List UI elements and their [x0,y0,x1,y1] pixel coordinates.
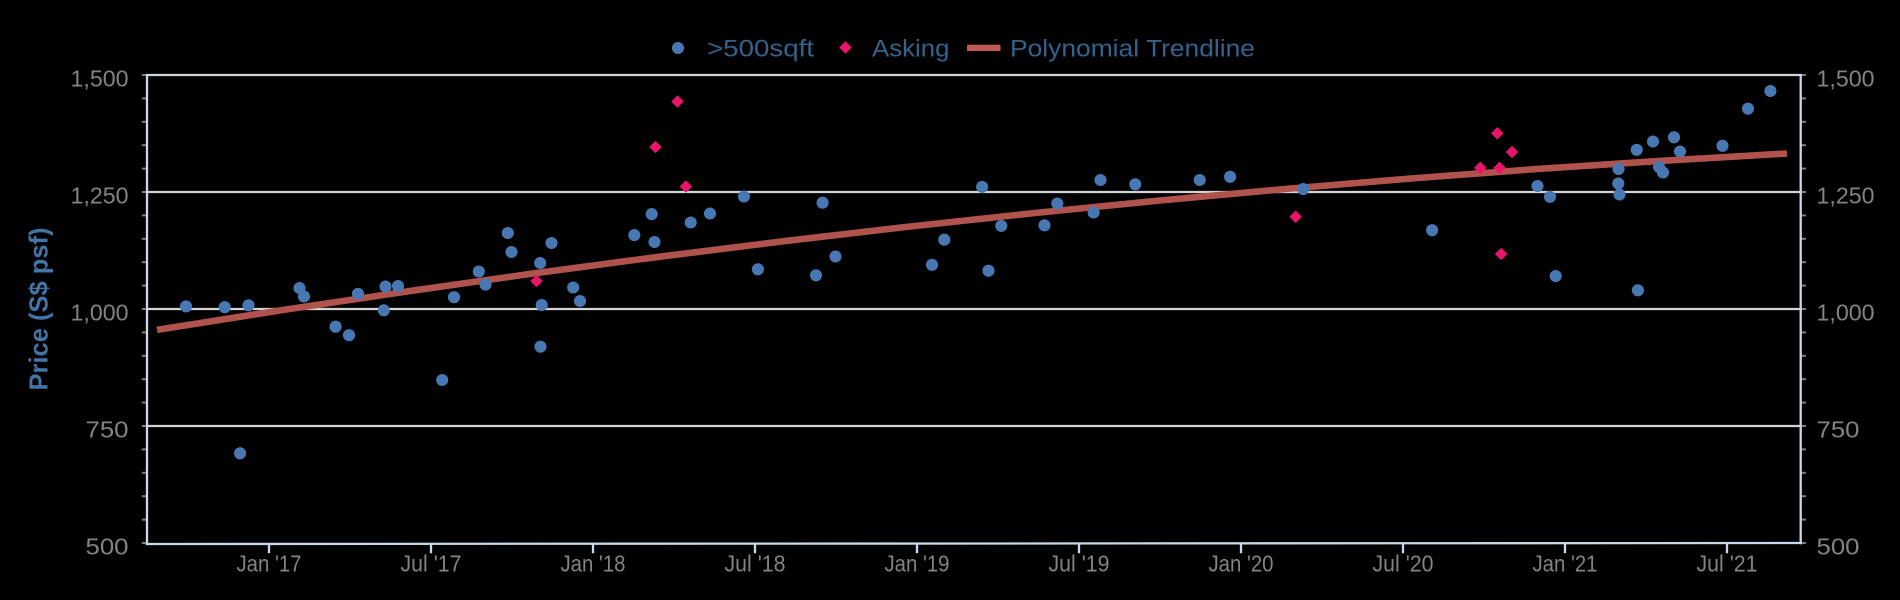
svg-text:Jul '18: Jul '18 [725,551,786,577]
svg-text:1,500: 1,500 [1817,65,1875,91]
svg-text:1,500: 1,500 [71,65,129,91]
svg-text:Jul '20: Jul '20 [1373,551,1434,577]
svg-text:750: 750 [86,416,129,442]
svg-text:1,000: 1,000 [1817,299,1875,325]
svg-text:Jan '18: Jan '18 [561,551,626,577]
svg-text:1,000: 1,000 [71,299,129,325]
svg-text:1,250: 1,250 [1817,182,1875,208]
svg-text:Jul '21: Jul '21 [1697,551,1758,577]
svg-text:Jan '17: Jan '17 [237,551,302,577]
svg-text:750: 750 [1817,416,1860,442]
svg-text:Jan '19: Jan '19 [885,551,950,577]
svg-text:500: 500 [1817,533,1860,559]
svg-text:Jan '21: Jan '21 [1533,551,1598,577]
svg-text:Jul '19: Jul '19 [1049,551,1110,577]
svg-text:1,250: 1,250 [71,182,129,208]
svg-text:>500sqft: >500sqft [707,36,814,63]
svg-text:Polynomial Trendline: Polynomial Trendline [1010,36,1255,63]
svg-text:Jan '20: Jan '20 [1209,551,1274,577]
svg-text:Price (S$ psf): Price (S$ psf) [24,228,54,391]
svg-text:Jul '17: Jul '17 [401,551,462,577]
svg-text:Asking: Asking [872,36,950,63]
svg-text:500: 500 [86,533,129,559]
